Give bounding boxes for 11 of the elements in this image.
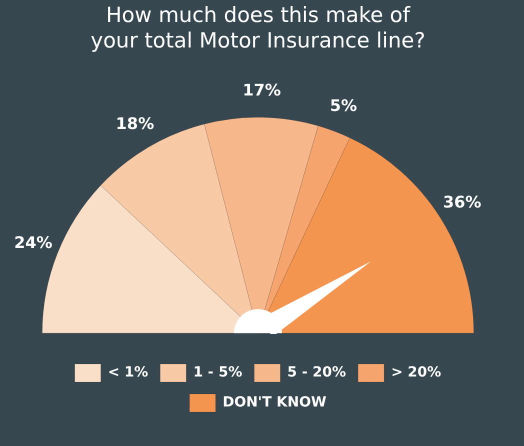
legend-label: 5 - 20% [287,364,346,381]
legend-label: < 1% [108,364,148,381]
data-label: 17% [242,80,281,100]
chart-title: How much does this make of your total Motor Insurance line? [90,3,426,52]
data-label: 5% [330,96,358,116]
data-label: 24% [14,233,52,252]
legend-label: 1 - 5% [193,364,242,381]
data-label: 36% [442,192,482,212]
data-label: 18% [116,114,154,134]
legend-label: > 20% [391,364,442,381]
legend-label: DON'T KNOW [222,394,326,411]
